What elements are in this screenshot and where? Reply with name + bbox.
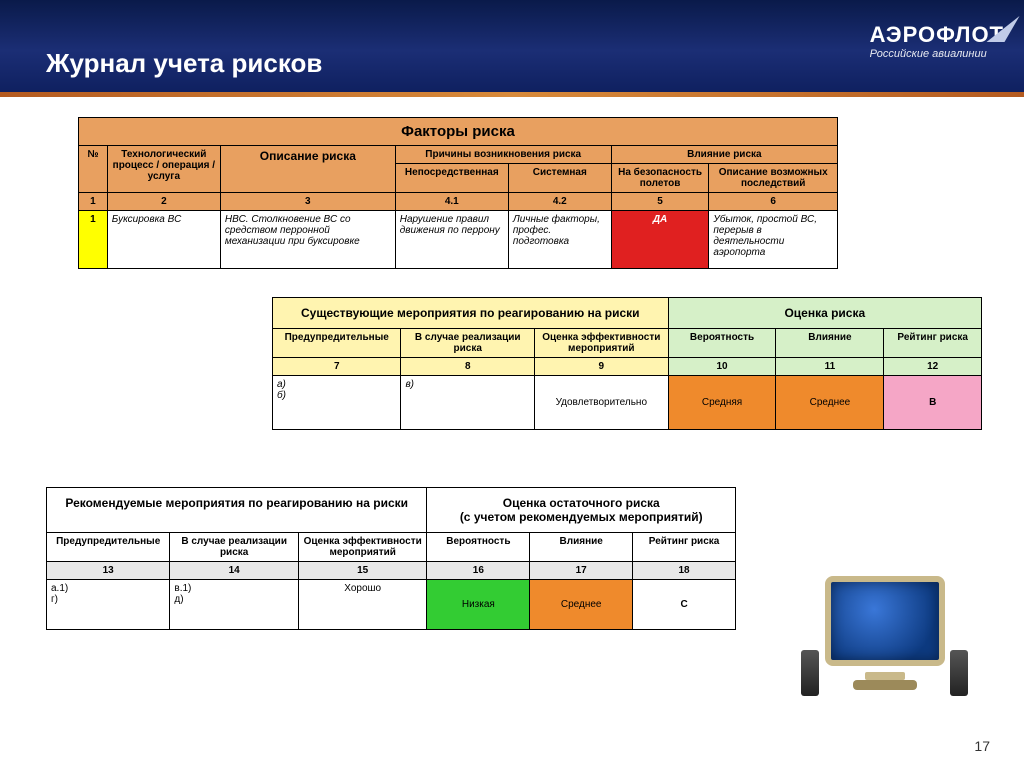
t2-c7: а) б) bbox=[273, 376, 401, 430]
risk-factors-table: Факторы риска № Технологический процесс … bbox=[78, 117, 838, 269]
t3-n16: 16 bbox=[427, 562, 530, 580]
t3-h14: В случае реализации риска bbox=[170, 533, 299, 562]
monitor-base-icon bbox=[853, 680, 917, 690]
t1-c-process: Буксировка ВС bbox=[107, 211, 220, 269]
t2-c10: Средняя bbox=[668, 376, 776, 430]
t2-c12: В bbox=[884, 376, 982, 430]
existing-measures-table: Существующие мероприятия по реагированию… bbox=[272, 297, 982, 430]
t2-group2: Оценка риска bbox=[668, 298, 981, 329]
t1-h-process: Технологический процесс / операция /услу… bbox=[107, 146, 220, 193]
t3-c17: Среднее bbox=[530, 580, 633, 630]
monitor-screen-icon bbox=[825, 576, 945, 666]
t3-n18: 18 bbox=[633, 562, 736, 580]
t1-n7: 6 bbox=[709, 193, 838, 211]
computer-monitor-icon bbox=[807, 576, 962, 696]
t3-c18: С bbox=[633, 580, 736, 630]
t3-n13: 13 bbox=[47, 562, 170, 580]
t3-data-row: а.1) г) в.1) д) Хорошо Низкая Среднее С bbox=[47, 580, 736, 630]
t2-h8: В случае реализации риска bbox=[401, 329, 535, 358]
t2-h10: Вероятность bbox=[668, 329, 776, 358]
t3-n14: 14 bbox=[170, 562, 299, 580]
t2-n12: 12 bbox=[884, 358, 982, 376]
t3-num-row: 13 14 15 16 17 18 bbox=[47, 562, 736, 580]
t1-h-cause-direct: Непосредственная bbox=[395, 164, 508, 193]
t2-h12: Рейтинг риска bbox=[884, 329, 982, 358]
brand-subtitle: Российские авиалинии bbox=[870, 48, 1004, 60]
t2-c8: в) bbox=[401, 376, 535, 430]
t3-c15: Хорошо bbox=[298, 580, 427, 630]
t1-n6: 5 bbox=[611, 193, 709, 211]
t1-title: Факторы риска bbox=[79, 118, 838, 146]
t2-group1: Существующие мероприятия по реагированию… bbox=[273, 298, 669, 329]
t1-num-row: 1 2 3 4.1 4.2 5 6 bbox=[79, 193, 838, 211]
t2-h11: Влияние bbox=[776, 329, 884, 358]
t1-h-desc: Описание риска bbox=[220, 146, 395, 193]
monitor-stand-icon bbox=[865, 672, 905, 680]
t1-c-safety: ДА bbox=[611, 211, 709, 269]
t1-c-csystem: Личные факторы, профес. подготовка bbox=[508, 211, 611, 269]
slide-title: Журнал учета рисков bbox=[46, 48, 322, 79]
t3-h15: Оценка эффективности мероприятий bbox=[298, 533, 427, 562]
t2-num-row: 7 8 9 10 11 12 bbox=[273, 358, 982, 376]
brand-logo: АЭРОФЛОТ Российские авиалинии bbox=[870, 22, 1004, 60]
t1-h-impact-desc: Описание возможных последствий bbox=[709, 164, 838, 193]
t2-data-row: а) б) в) Удовлетворительно Средняя Средн… bbox=[273, 376, 982, 430]
t1-h-cause-system: Системная bbox=[508, 164, 611, 193]
t2-c11: Среднее bbox=[776, 376, 884, 430]
t3-c13: а.1) г) bbox=[47, 580, 170, 630]
t2-n9: 9 bbox=[535, 358, 669, 376]
t2-c9: Удовлетворительно bbox=[535, 376, 669, 430]
t2-n7: 7 bbox=[273, 358, 401, 376]
t1-h-impact: Влияние риска bbox=[611, 146, 837, 164]
t3-h18: Рейтинг риска bbox=[633, 533, 736, 562]
t2-n11: 11 bbox=[776, 358, 884, 376]
speaker-left-icon bbox=[801, 650, 819, 696]
t3-h13: Предупредительные bbox=[47, 533, 170, 562]
t1-n5: 4.2 bbox=[508, 193, 611, 211]
t3-h17: Влияние bbox=[530, 533, 633, 562]
t3-group1: Рекомендуемые мероприятия по реагировани… bbox=[47, 488, 427, 533]
t3-n15: 15 bbox=[298, 562, 427, 580]
t1-h-impact-safety: На безопасность полетов bbox=[611, 164, 709, 193]
t2-n10: 10 bbox=[668, 358, 776, 376]
t1-data-row: 1 Буксировка ВС НВС. Столкновение ВС со … bbox=[79, 211, 838, 269]
t3-group2: Оценка остаточного риска (с учетом реком… bbox=[427, 488, 736, 533]
t3-c16: Низкая bbox=[427, 580, 530, 630]
t1-n2: 2 bbox=[107, 193, 220, 211]
t1-c-cdirect: Нарушение правил движения по перрону bbox=[395, 211, 508, 269]
recommended-measures-table: Рекомендуемые мероприятия по реагировани… bbox=[46, 487, 736, 630]
t1-h-causes: Причины возникновения риска bbox=[395, 146, 611, 164]
t1-h-no: № bbox=[79, 146, 108, 193]
t2-n8: 8 bbox=[401, 358, 535, 376]
t1-n3: 3 bbox=[220, 193, 395, 211]
t2-h9: Оценка эффективности мероприятий bbox=[535, 329, 669, 358]
t1-c-idesc: Убыток, простой ВС, перерыв в деятельнос… bbox=[709, 211, 838, 269]
speaker-right-icon bbox=[950, 650, 968, 696]
t3-h16: Вероятность bbox=[427, 533, 530, 562]
t1-c-no: 1 bbox=[79, 211, 108, 269]
slide-header: Журнал учета рисков АЭРОФЛОТ Российские … bbox=[0, 0, 1024, 92]
t3-n17: 17 bbox=[530, 562, 633, 580]
t2-h7: Предупредительные bbox=[273, 329, 401, 358]
t3-c14: в.1) д) bbox=[170, 580, 299, 630]
t1-n1: 1 bbox=[79, 193, 108, 211]
brand-name: АЭРОФЛОТ bbox=[870, 22, 1004, 48]
t1-c-desc: НВС. Столкновение ВС со средством перрон… bbox=[220, 211, 395, 269]
t1-n4: 4.1 bbox=[395, 193, 508, 211]
page-number: 17 bbox=[974, 738, 990, 754]
